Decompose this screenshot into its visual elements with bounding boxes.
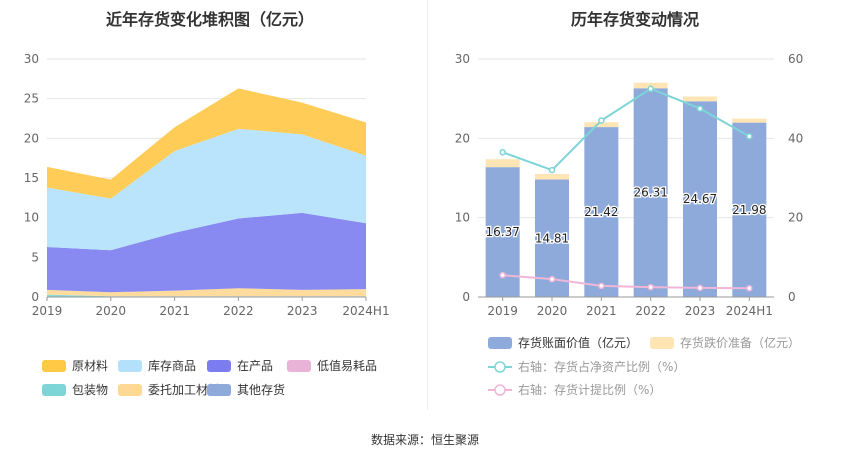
x-tick-label: 2022: [635, 304, 666, 318]
area-raw_material: [47, 88, 366, 199]
y-tick-label: 30: [24, 52, 39, 66]
legend-label-bar_value: 存货账面价值（亿元）: [518, 335, 638, 350]
area-consigned: [47, 288, 366, 297]
right-chart-title: 历年存货变动情况: [570, 10, 699, 29]
legend-label-other: 其他存货: [237, 382, 285, 397]
y-tick-label: 0: [31, 290, 39, 304]
line-line_ratio_net: [502, 87, 750, 172]
x-tick-label: 2020: [537, 304, 568, 318]
bar-value-label: 16.37: [485, 225, 519, 239]
point-line_ratio_net: [696, 105, 704, 112]
legend-label-line_ratio_net: 右轴：存货占净资产比例（%）: [518, 359, 685, 374]
point-line_ratio_provision: [548, 275, 556, 283]
point-line_ratio_net: [647, 85, 654, 92]
data-source-note: 数据来源：恒生聚源: [370, 433, 479, 447]
y2-tick-label: 60: [788, 52, 803, 66]
area-wip: [47, 212, 366, 293]
bar-bar_reserve: [683, 96, 717, 102]
y-tick-label: 20: [24, 131, 39, 145]
stacked-area-chart: 0 5 10 15 20 25 30 2019 2020 2021 2022 2023 2024H1 原材…: [24, 52, 390, 397]
bar-value-label: 21.98: [732, 203, 766, 217]
legend-swatch-packaging: [42, 384, 66, 396]
x-tick-label: 2019: [487, 304, 518, 318]
y-tick-label: 30: [455, 52, 470, 66]
line-line_ratio_provision: [502, 274, 750, 290]
bar-bar_value: [732, 122, 767, 297]
y2-tick-label: 40: [788, 131, 803, 145]
area-finished_goods: [47, 128, 366, 251]
bar-bar_reserve: [633, 82, 668, 89]
x-tick-label: 2024H1: [726, 304, 773, 318]
x-tick-label: 2020: [96, 304, 127, 318]
legend-swatch-low_value: [287, 360, 311, 372]
inventory-bar-line-chart: 0 10 20 30 0 20 40 60 16.37 14.81 21.42 26.31 24.67 2…: [455, 52, 804, 397]
legend-label-bar_reserve: 存货跌价准备（亿元）: [680, 335, 800, 350]
bar-bar_reserve: [584, 122, 619, 128]
legend-label-raw_material: 原材料: [72, 359, 108, 373]
legend-swatch-consigned: [118, 384, 142, 396]
point-line_ratio_provision: [598, 282, 605, 290]
point-line_ratio_net: [746, 133, 753, 140]
legend-label-finished_goods: 库存商品: [148, 358, 196, 373]
y-tick-label: 5: [31, 250, 39, 264]
point-line_ratio_net: [598, 117, 605, 124]
bar-bar_value: [633, 88, 668, 297]
y2-tick-label: 0: [788, 290, 796, 304]
x-tick-label: 2022: [223, 304, 254, 318]
legend-label-wip: 在产品: [237, 359, 273, 373]
legend-swatch-wip: [207, 360, 231, 372]
legend-swatch-finished_goods: [118, 360, 142, 372]
x-tick-label: 2024H1: [342, 304, 389, 318]
bar-value-label: 24.67: [683, 192, 717, 206]
bar-bar_reserve: [535, 173, 569, 180]
bar-bar_value: [584, 127, 619, 298]
point-line_ratio_provision: [746, 285, 753, 292]
point-line_ratio_provision: [647, 283, 654, 291]
y2-tick-label: 20: [788, 211, 803, 225]
legend-swatch-other: [207, 384, 231, 396]
x-tick-label: 2021: [586, 304, 617, 318]
bar-value-label: 26.31: [633, 186, 667, 200]
y-tick-label: 20: [455, 131, 470, 145]
point-line_ratio_provision: [499, 271, 506, 279]
legend-marker-line_ratio_net: [494, 361, 506, 373]
bar-value-label: 14.81: [535, 231, 569, 245]
legend-swatch-bar_value: [488, 337, 512, 349]
bar-value-label: 21.42: [584, 205, 618, 219]
legend-marker-line_ratio_provision: [494, 384, 506, 396]
x-tick-label: 2021: [159, 304, 190, 318]
point-line_ratio_net: [548, 166, 556, 174]
y-tick-label: 10: [455, 211, 470, 225]
x-tick-label: 2023: [287, 304, 318, 318]
left-chart-title: 近年存货变化堆积图（亿元）: [105, 10, 314, 29]
bar-bar_reserve: [732, 118, 767, 123]
legend-swatch-bar_reserve: [650, 337, 674, 349]
legend-label-line_ratio_provision: 右轴：存货计提比例（%）: [518, 382, 661, 397]
legend-label-packaging: 包装物: [72, 383, 108, 397]
legend-label-consigned: 委托加工材料: [148, 383, 220, 397]
legend-label-low_value: 低值易耗品: [317, 358, 377, 373]
y-tick-label: 15: [24, 171, 39, 185]
y-tick-label: 25: [24, 92, 39, 106]
y-tick-label: 10: [24, 211, 39, 225]
x-tick-label: 2023: [685, 304, 716, 318]
point-line_ratio_provision: [696, 284, 704, 292]
bar-bar_reserve: [485, 159, 520, 168]
x-tick-label: 2019: [32, 304, 63, 318]
point-line_ratio_net: [499, 148, 506, 156]
legend-swatch-raw_material: [42, 360, 66, 372]
panel-divider: [427, 0, 428, 410]
bar-bar_value: [683, 101, 717, 297]
area-packaging: [47, 294, 366, 297]
y-tick-label: 0: [462, 290, 470, 304]
